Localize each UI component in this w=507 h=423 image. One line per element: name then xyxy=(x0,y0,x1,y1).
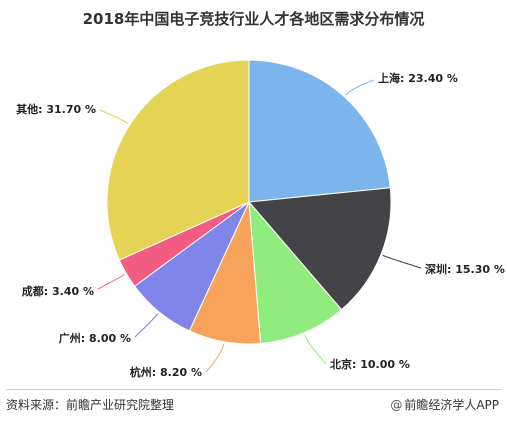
leader-line-6 xyxy=(97,274,125,290)
footer-divider xyxy=(6,389,501,390)
data-label-7: 其他: 31.70 % xyxy=(16,102,96,116)
pie-slices xyxy=(106,59,392,345)
pie-slice-2 xyxy=(247,187,392,311)
brand-credit: @ 前瞻经济学人APP xyxy=(390,396,499,413)
data-label-2: 深圳: 15.30 % xyxy=(425,262,505,276)
leader-line-2 xyxy=(382,254,422,269)
label-leaders xyxy=(97,79,422,373)
leader-line-5 xyxy=(134,313,159,338)
leader-line-3 xyxy=(304,334,327,365)
source-note: 资料来源：前瞻产业研究院整理 xyxy=(6,398,175,412)
chart-title: 2018年中国电子竞技行业人才各地区需求分布情况 xyxy=(82,10,425,28)
data-label-1: 上海: 23.40 % xyxy=(378,71,458,85)
data-labels: 上海: 23.40 % 深圳: 15.30 % 北京: 10.00 % 杭州: 8.2… xyxy=(16,71,505,379)
data-label-6: 成都: 3.40 % xyxy=(22,284,94,298)
data-label-4: 杭州: 8.20 % xyxy=(130,365,202,379)
pie-chart: 上海: 23.40 % 深圳: 15.30 % 北京: 10.00 % 杭州: 8.2… xyxy=(16,59,505,379)
brand-name: 前瞻经济学人APP xyxy=(404,398,499,412)
leader-line-7 xyxy=(99,109,129,125)
data-label-3: 北京: 10.00 % xyxy=(330,357,410,371)
pie-slice-7 xyxy=(106,59,250,261)
data-label-5: 广州: 8.00 % xyxy=(59,331,131,345)
leader-line-4 xyxy=(205,343,225,373)
pie-slice-1 xyxy=(248,59,391,203)
leader-line-1 xyxy=(345,79,375,96)
at-icon: @ xyxy=(390,398,403,412)
pie-slice-3 xyxy=(248,200,343,345)
